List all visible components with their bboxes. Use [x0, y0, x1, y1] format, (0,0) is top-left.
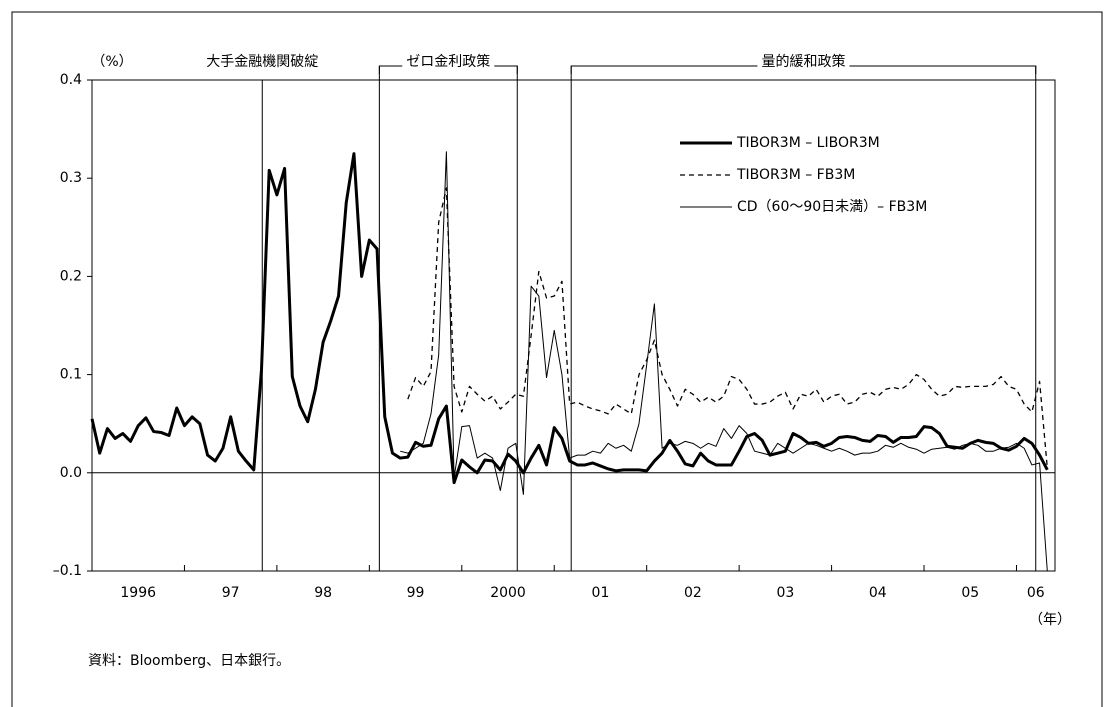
event-label: 大手金融機関破綻 — [206, 54, 318, 70]
outer-frame — [11, 11, 1103, 707]
x-tick-label: 03 — [776, 585, 794, 601]
x-tick-label: 06 — [1027, 585, 1045, 601]
y-tick-label: –0.1 — [53, 563, 82, 579]
x-tick-label: 05 — [961, 585, 979, 601]
x-tick-label: 98 — [314, 585, 332, 601]
event-bracket — [849, 65, 1037, 74]
event-bracket — [570, 65, 758, 74]
legend-label: TIBOR3M – LIBOR3M — [736, 135, 880, 151]
event-bracket — [378, 65, 403, 74]
x-tick-label: 04 — [869, 585, 887, 601]
y-tick-label: 0.0 — [60, 465, 82, 481]
x-tick-label: 99 — [407, 585, 425, 601]
source-note: 資料：Bloomberg、日本銀行。 — [88, 653, 290, 669]
y-tick-label: 0.1 — [60, 367, 82, 383]
event-label: 量的緩和政策 — [761, 53, 845, 70]
event-bracket — [494, 65, 518, 74]
y-tick-label: 0.3 — [60, 170, 82, 186]
x-tick-label: 97 — [222, 585, 240, 601]
x-tick-label: 2000 — [490, 585, 526, 601]
legend-label: CD（60～90日未満）– FB3M — [737, 199, 927, 215]
event-label: ゼロ金利政策 — [406, 53, 490, 70]
plot-frame — [91, 79, 1056, 572]
series-line — [90, 152, 1049, 485]
x-tick-label: 02 — [684, 585, 702, 601]
x-tick-label: 1996 — [120, 585, 156, 601]
y-tick-label: 0.4 — [60, 72, 82, 88]
series-line — [407, 187, 1048, 468]
x-tick-label: 01 — [592, 585, 610, 601]
legend-label: TIBOR3M – FB3M — [736, 167, 855, 183]
series-line — [400, 151, 1048, 572]
y-unit-label: （%） — [91, 54, 132, 70]
y-tick-label: 0.2 — [60, 268, 82, 284]
x-unit-label: （年） — [1029, 612, 1071, 628]
